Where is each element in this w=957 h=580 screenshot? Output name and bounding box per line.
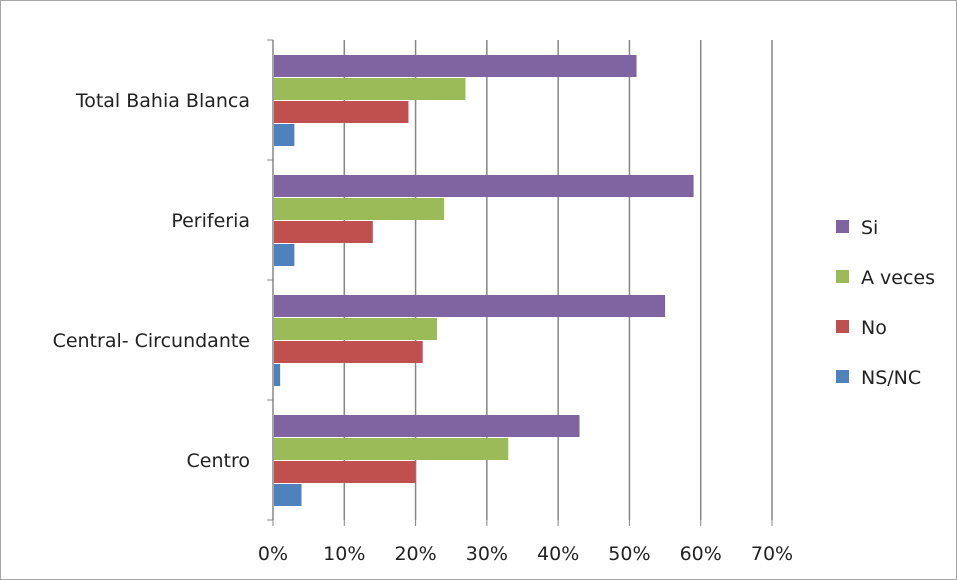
- x-tick-label: 40%: [537, 543, 579, 565]
- legend-label: NS/NC: [861, 367, 921, 389]
- x-tick-label: 30%: [466, 543, 508, 565]
- bar-ns-nc: [274, 124, 295, 146]
- bar-si: [274, 55, 637, 77]
- bar-no: [274, 341, 423, 363]
- legend-swatch: [836, 320, 849, 333]
- bar-si: [274, 415, 580, 437]
- legend-swatch: [836, 370, 849, 383]
- bar-a-veces: [274, 318, 437, 340]
- category-label: Periferia: [171, 210, 250, 232]
- category-label: Centro: [187, 450, 250, 472]
- x-tick-label: 70%: [751, 543, 793, 565]
- bar-si: [274, 175, 694, 197]
- legend-label: No: [861, 317, 887, 339]
- bar-a-veces: [274, 438, 509, 460]
- x-tick-label: 60%: [680, 543, 722, 565]
- x-tick-label: 50%: [608, 543, 650, 565]
- x-tick-label: 20%: [394, 543, 436, 565]
- bar-a-veces: [274, 78, 466, 100]
- bar-a-veces: [274, 198, 445, 220]
- legend-swatch: [836, 220, 849, 233]
- bar-ns-nc: [274, 244, 295, 266]
- legend-label: Si: [861, 217, 878, 239]
- bar-no: [274, 101, 409, 123]
- bar-ns-nc: [274, 364, 281, 386]
- bar-no: [274, 221, 373, 243]
- bars: [274, 55, 694, 506]
- category-label: Central- Circundante: [53, 330, 250, 352]
- legend: Si A veces No NS/NC: [836, 217, 935, 389]
- legend-label: A veces: [861, 267, 935, 289]
- bar-si: [274, 295, 666, 317]
- category-label: Total Bahia Blanca: [75, 90, 250, 112]
- axes: [267, 39, 773, 526]
- x-tick-label: 10%: [323, 543, 365, 565]
- x-tick-label: 0%: [258, 543, 288, 565]
- bar-ns-nc: [274, 484, 302, 506]
- bar-no: [274, 461, 416, 483]
- axis-labels: 0% 10% 20% 30% 40% 50% 60% 70% Total Bahia Blanc…: [53, 90, 794, 565]
- legend-swatch: [836, 270, 849, 283]
